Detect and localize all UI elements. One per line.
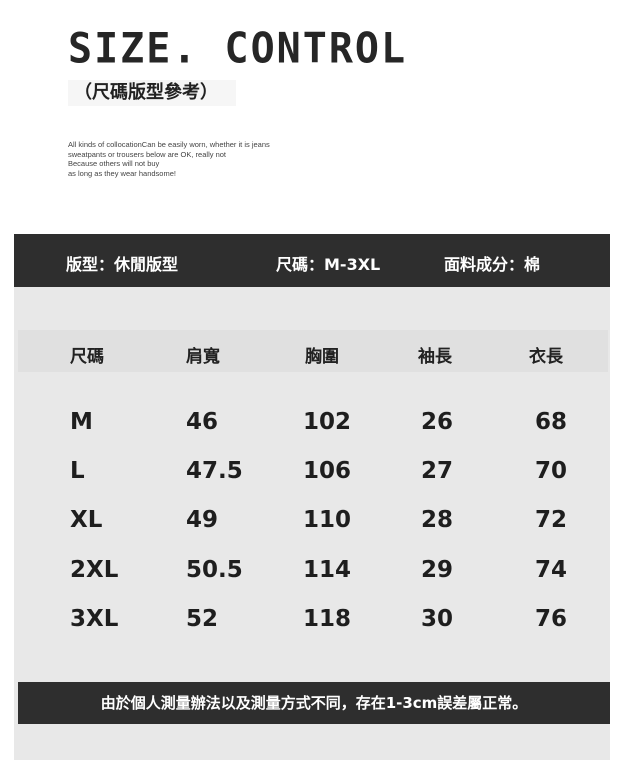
column-header: 袖長 bbox=[418, 347, 452, 367]
table-cell: M bbox=[70, 409, 93, 435]
product-info-band: 版型：休閒版型 尺碼：M-3XL 面料成分：棉 bbox=[14, 234, 610, 287]
fabric-info: 面料成分：棉 bbox=[444, 255, 541, 274]
table-cell: 49 bbox=[186, 507, 219, 533]
description: All kinds of collocationCan be easily wo… bbox=[68, 140, 270, 178]
table-cell: 110 bbox=[303, 507, 352, 533]
table-cell: L bbox=[70, 458, 85, 484]
table-cell: 102 bbox=[303, 409, 352, 435]
size-range-info: 尺碼：M-3XL bbox=[276, 255, 381, 274]
table-cell: 74 bbox=[535, 557, 568, 583]
table-cell: 2XL bbox=[70, 557, 119, 583]
table-cell: 26 bbox=[421, 409, 454, 435]
measurement-note: 由於個人測量辦法以及測量方式不同，存在1-3cm誤差屬正常。 bbox=[18, 682, 610, 724]
table-cell: 68 bbox=[535, 409, 568, 435]
table-cell: XL bbox=[70, 507, 103, 533]
table-cell: 27 bbox=[421, 458, 454, 484]
table-cell: 70 bbox=[535, 458, 568, 484]
table-cell: 52 bbox=[186, 606, 219, 632]
description-line: All kinds of collocationCan be easily wo… bbox=[68, 140, 270, 149]
table-row: 2XL 50.5 114 29 74 bbox=[0, 557, 624, 587]
table-cell: 30 bbox=[421, 606, 454, 632]
table-cell: 118 bbox=[303, 606, 352, 632]
description-line: as long as they wear handsome! bbox=[68, 168, 176, 178]
column-header: 衣長 bbox=[529, 347, 563, 367]
table-cell: 114 bbox=[303, 557, 352, 583]
size-chart-panel bbox=[14, 234, 610, 760]
page-title: SIZE. CONTROL bbox=[68, 24, 408, 74]
column-header: 胸圍 bbox=[305, 347, 339, 367]
table-cell: 46 bbox=[186, 409, 219, 435]
table-cell: 3XL bbox=[70, 606, 119, 632]
table-cell: 29 bbox=[421, 557, 454, 583]
table-row: M 46 102 26 68 bbox=[0, 409, 624, 439]
table-row: XL 49 110 28 72 bbox=[0, 507, 624, 537]
table-cell: 47.5 bbox=[186, 458, 243, 484]
table-cell: 106 bbox=[303, 458, 352, 484]
table-row: 3XL 52 118 30 76 bbox=[0, 606, 624, 636]
table-cell: 76 bbox=[535, 606, 568, 632]
page-subtitle: （尺碼版型參考） bbox=[68, 80, 236, 106]
table-cell: 72 bbox=[535, 507, 568, 533]
table-row: L 47.5 106 27 70 bbox=[0, 458, 624, 488]
description-line: Because others will not buy bbox=[68, 159, 160, 168]
fit-info: 版型：休閒版型 bbox=[66, 255, 179, 274]
column-header: 尺碼 bbox=[70, 347, 104, 367]
table-cell: 50.5 bbox=[186, 557, 243, 583]
table-cell: 28 bbox=[421, 507, 454, 533]
table-header: 尺碼 肩寬 胸圍 袖長 衣長 bbox=[18, 330, 608, 372]
description-line: sweatpants or trousers below are OK, rea… bbox=[68, 149, 226, 159]
column-header: 肩寬 bbox=[186, 347, 220, 367]
